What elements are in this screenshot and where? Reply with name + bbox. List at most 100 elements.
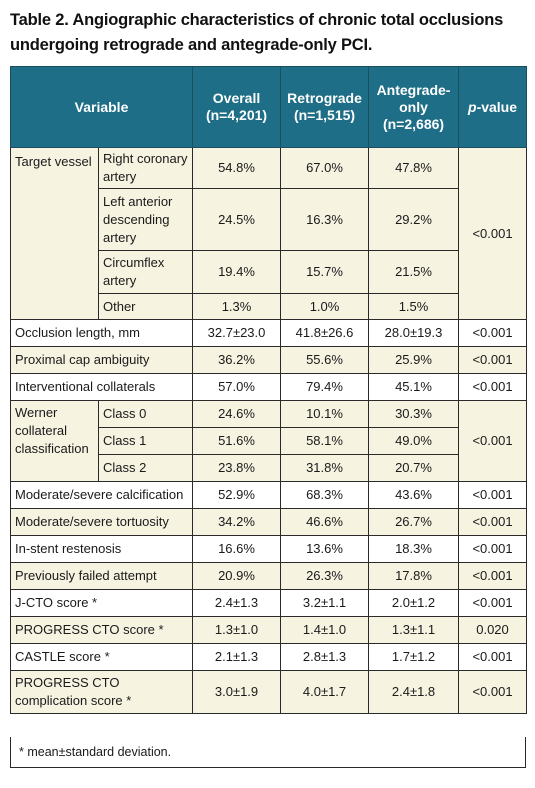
table-title: Table 2. Angiographic characteristics of… [10, 11, 504, 54]
cell-retrograde: 15.7% [280, 250, 370, 294]
cell-overall: 54.8% [192, 147, 282, 189]
cell-overall: 34.2% [192, 508, 282, 536]
cell-antegrade: 20.7% [368, 454, 460, 482]
cell-pvalue: <0.001 [458, 147, 528, 320]
cell-pvalue: <0.001 [458, 319, 528, 347]
cell-antegrade: 47.8% [368, 147, 460, 189]
row-label: CASTLE score * [9, 643, 194, 671]
cell-retrograde: 58.1% [280, 427, 370, 455]
cell-antegrade: 17.8% [368, 562, 460, 590]
sub-label: Circumflex artery [97, 250, 194, 294]
cell-retrograde: 3.2±1.1 [280, 589, 370, 617]
cell-retrograde: 16.3% [280, 188, 370, 251]
cell-retrograde: 67.0% [280, 147, 370, 189]
cell-retrograde: 68.3% [280, 481, 370, 509]
table-row: Occlusion length, mm 32.7±23.0 41.8±26.6… [9, 319, 528, 347]
angiographic-table: Variable Overall (n=4,201) Retrograde (n=1… [9, 66, 528, 714]
row-label-werner: Werner collateral classification [10, 400, 99, 482]
cell-pvalue: <0.001 [458, 481, 528, 509]
cell-antegrade: 49.0% [368, 427, 460, 455]
table-row: Proximal cap ambiguity 36.2% 55.6% 25.9%… [9, 346, 528, 374]
cell-overall: 19.4% [192, 250, 282, 294]
table-row: Class 1 51.6% 58.1% 49.0% [11, 427, 527, 455]
cell-overall: 36.2% [192, 346, 282, 374]
row-label: Previously failed attempt [9, 562, 194, 590]
cell-pvalue: <0.001 [458, 373, 528, 401]
row-label: PROGRESS CTO complication score * [9, 670, 194, 714]
cell-antegrade: 2.0±1.2 [368, 589, 460, 617]
cell-antegrade: 43.6% [368, 481, 460, 509]
table-row: Moderate/severe calcification 52.9% 68.3… [9, 481, 528, 509]
table-row: CASTLE score * 2.1±1.3 2.8±1.3 1.7±1.2 <… [9, 643, 528, 671]
table-row: Interventional collaterals 57.0% 79.4% 4… [9, 373, 528, 401]
cell-pvalue: <0.001 [458, 535, 528, 563]
cell-antegrade: 18.3% [368, 535, 460, 563]
cell-pvalue: <0.001 [458, 670, 528, 714]
cell-pvalue: <0.001 [458, 562, 528, 590]
cell-antegrade: 1.3±1.1 [368, 616, 460, 644]
table-footnote: * mean±standard deviation. [10, 737, 526, 768]
row-label-target-vessel: Target vessel [10, 147, 99, 320]
cell-antegrade: 25.9% [368, 346, 460, 374]
cell-retrograde: 41.8±26.6 [280, 319, 370, 347]
table-container: Variable Overall (n=4,201) Retrograde (n=1… [9, 66, 528, 714]
cell-overall: 1.3% [192, 293, 282, 320]
row-label: Proximal cap ambiguity [9, 346, 194, 374]
cell-antegrade: 45.1% [368, 373, 460, 401]
row-label: Occlusion length, mm [9, 319, 194, 347]
cell-retrograde: 10.1% [280, 400, 370, 428]
row-label: In-stent restenosis [9, 535, 194, 563]
table-row: PROGRESS CTO complication score * 3.0±1.… [9, 670, 528, 714]
cell-retrograde: 55.6% [280, 346, 370, 374]
cell-antegrade: 1.5% [368, 293, 460, 320]
cell-overall: 24.5% [192, 188, 282, 251]
cell-retrograde: 2.8±1.3 [280, 643, 370, 671]
cell-antegrade: 2.4±1.8 [368, 670, 460, 714]
cell-retrograde: 1.4±1.0 [280, 616, 370, 644]
cell-overall: 2.1±1.3 [192, 643, 282, 671]
sub-label: Class 2 [97, 454, 194, 482]
header-overall: Overall (n=4,201) [192, 66, 282, 148]
cell-retrograde: 46.6% [280, 508, 370, 536]
cell-overall: 23.8% [192, 454, 282, 482]
sub-label: Class 1 [97, 427, 194, 455]
row-label: J-CTO score * [9, 589, 194, 617]
cell-pvalue: <0.001 [458, 508, 528, 536]
cell-pvalue: <0.001 [458, 400, 528, 482]
cell-overall: 3.0±1.9 [192, 670, 282, 714]
header-antegrade: Antegrade-only (n=2,686) [368, 66, 460, 148]
cell-overall: 51.6% [192, 427, 282, 455]
cell-overall: 2.4±1.3 [192, 589, 282, 617]
cell-overall: 16.6% [192, 535, 282, 563]
header-pvalue: p-value [458, 66, 528, 148]
cell-retrograde: 79.4% [280, 373, 370, 401]
cell-antegrade: 1.7±1.2 [368, 643, 460, 671]
cell-pvalue: <0.001 [458, 643, 528, 671]
sub-label: Other [97, 293, 194, 320]
sub-label: Class 0 [97, 400, 194, 428]
cell-antegrade: 21.5% [368, 250, 460, 294]
cell-pvalue: <0.001 [458, 589, 528, 617]
table-row: Left anterior descending artery 24.5% 16… [11, 188, 527, 251]
cell-overall: 57.0% [192, 373, 282, 401]
table-row: Other 1.3% 1.0% 1.5% [11, 293, 527, 320]
table-row: J-CTO score * 2.4±1.3 3.2±1.1 2.0±1.2 <0… [9, 589, 528, 617]
cell-antegrade: 30.3% [368, 400, 460, 428]
cell-overall: 32.7±23.0 [192, 319, 282, 347]
cell-pvalue: <0.001 [458, 346, 528, 374]
header-row: Variable Overall (n=4,201) Retrograde (n=1… [9, 66, 528, 148]
sub-label: Left anterior descending artery [97, 188, 194, 251]
cell-antegrade: 26.7% [368, 508, 460, 536]
cell-overall: 52.9% [192, 481, 282, 509]
cell-antegrade: 28.0±19.3 [368, 319, 460, 347]
cell-overall: 20.9% [192, 562, 282, 590]
table-row: Werner collateral classification Class 0… [10, 400, 528, 482]
row-label: Moderate/severe calcification [9, 481, 194, 509]
table-row: Previously failed attempt 20.9% 26.3% 17… [9, 562, 528, 590]
header-retrograde: Retrograde (n=1,515) [280, 66, 370, 148]
sub-label: Right coronary artery [97, 147, 194, 189]
row-label: PROGRESS CTO score * [9, 616, 194, 644]
cell-overall: 24.6% [192, 400, 282, 428]
cell-retrograde: 26.3% [280, 562, 370, 590]
cell-retrograde: 31.8% [280, 454, 370, 482]
